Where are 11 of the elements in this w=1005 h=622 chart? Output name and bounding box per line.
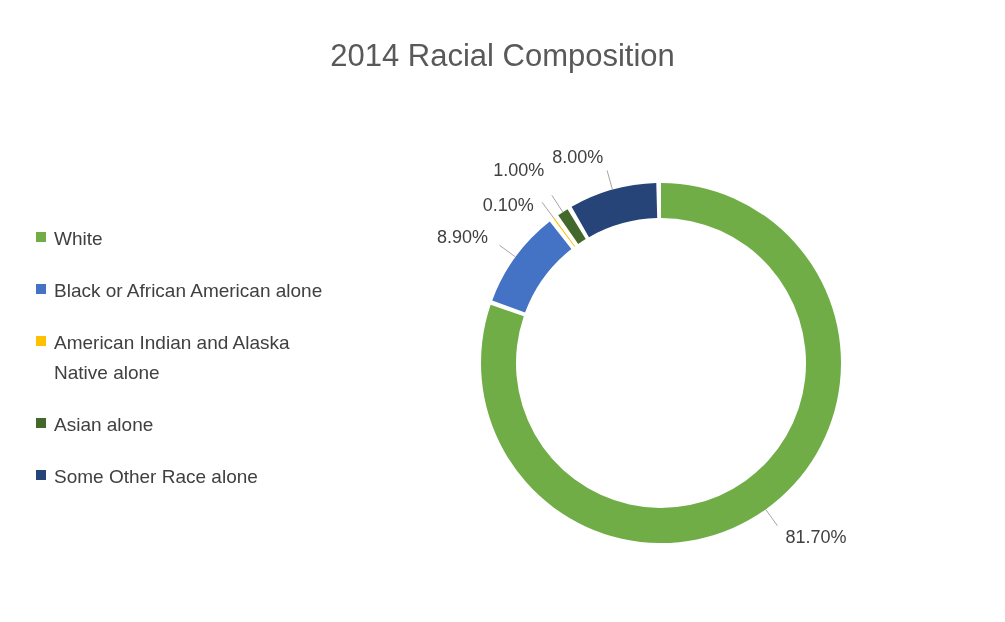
legend-label: Asian alone <box>54 413 154 437</box>
data-label: 81.70% <box>785 527 847 548</box>
legend-label: American Indian and Alaska Native alone <box>54 331 291 385</box>
legend-label: Some Other Race alone <box>54 465 258 489</box>
data-label: 8.90% <box>437 226 489 247</box>
legend-label: White <box>54 227 103 251</box>
legend-label: Black or African American alone <box>54 279 323 303</box>
data-label: 1.00% <box>493 159 545 180</box>
chart-title: 2014 Racial Composition <box>329 37 676 75</box>
data-label: 8.00% <box>552 146 604 167</box>
data-label: 0.10% <box>482 194 534 215</box>
